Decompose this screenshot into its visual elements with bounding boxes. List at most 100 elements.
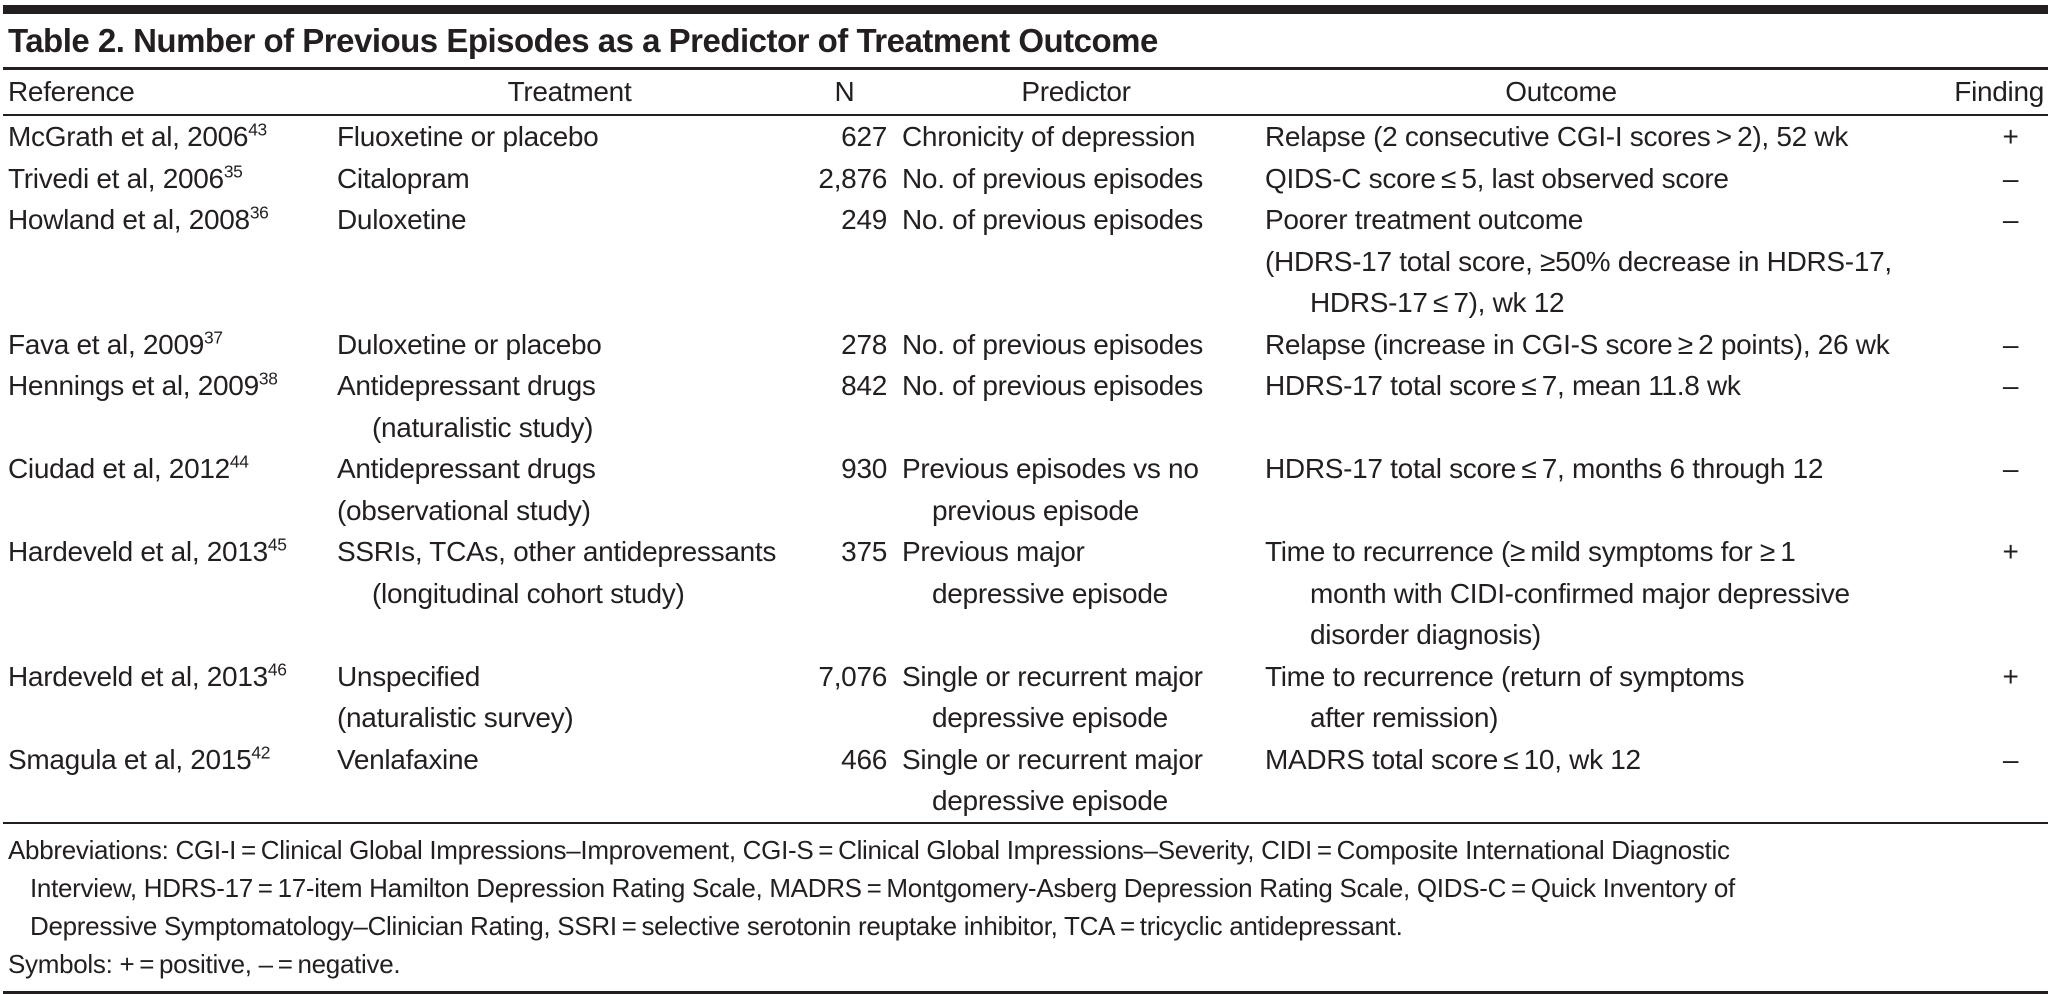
table-row: Hennings et al, 200938 Antidepressant dru… xyxy=(3,365,2048,448)
cell-line: disorder diagnosis) xyxy=(1310,619,1541,650)
citation-superscript: 44 xyxy=(229,451,249,472)
outcome-cell: HDRS-17 total score ≤ 7, mean 11.8 wk xyxy=(1265,365,1947,448)
cell-line: Duloxetine or placebo xyxy=(337,328,602,360)
cell-line: No. of previous episodes xyxy=(902,328,1203,360)
citation-superscript: 36 xyxy=(249,202,269,223)
reference-text: Trivedi et al, 2006 xyxy=(8,162,224,194)
outcome-cell: MADRS total score ≤ 10, wk 12 xyxy=(1265,739,1947,823)
reference-cell: Ciudad et al, 201244 xyxy=(3,448,337,531)
reference-text: Howland et al, 2008 xyxy=(8,204,250,235)
table-row: Fava et al, 200937 Duloxetine or placebo 2… xyxy=(3,324,2048,366)
reference-cell: Fava et al, 200937 xyxy=(3,324,337,366)
reference-cell: McGrath et al, 200643 xyxy=(3,115,337,158)
outcome-cell: Time to recurrence (return of symptoms af… xyxy=(1265,656,1947,739)
cell-line: depressive episode xyxy=(932,577,1168,609)
cell-line: previous episode xyxy=(932,494,1139,526)
treatment-cell: Duloxetine or placebo xyxy=(337,324,802,366)
reference-cell: Smagula et al, 201542 xyxy=(3,739,337,823)
cell-line: HDRS-17 ≤ 7), wk 12 xyxy=(1310,287,1565,318)
treatment-cell: Antidepressant drugs (naturalistic study) xyxy=(337,365,802,448)
cell-line: Fluoxetine or placebo xyxy=(337,121,599,152)
citation-superscript: 38 xyxy=(258,368,278,389)
treatment-cell: SSRIs, TCAs, other antidepressants (longi… xyxy=(337,531,802,656)
cell-line: Single or recurrent major xyxy=(902,743,1203,775)
treatment-cell: Antidepressant drugs (observational study… xyxy=(337,448,802,531)
cell-line: Relapse (2 consecutive CGI-I scores > 2)… xyxy=(1265,121,1849,152)
treatment-cell: Unspecified (naturalistic survey) xyxy=(337,656,802,739)
footnote-line: Symbols: + = positive, – = negative. xyxy=(8,948,401,979)
reference-cell: Hennings et al, 200938 xyxy=(3,365,337,448)
n-cell: 249 xyxy=(841,204,887,235)
cell-line: QIDS-C score ≤ 5, last observed score xyxy=(1265,162,1729,194)
cell-line: depressive episode xyxy=(932,785,1168,816)
cell-line: Antidepressant drugs xyxy=(337,370,596,401)
finding-cell: – xyxy=(2002,328,2019,360)
reference-text: Fava et al, 2009 xyxy=(8,328,204,360)
reference-text: Ciudad et al, 2012 xyxy=(8,453,230,484)
finding-cell: – xyxy=(2002,453,2019,484)
outcome-cell: HDRS-17 total score ≤ 7, months 6 throug… xyxy=(1265,448,1947,531)
cell-line: Single or recurrent major xyxy=(902,660,1203,692)
column-header-predictor: Predictor xyxy=(887,70,1265,116)
finding-cell: – xyxy=(2002,204,2019,235)
cell-line: Poorer treatment outcome xyxy=(1265,204,1584,235)
table-row: Howland et al, 200836 Duloxetine 249 No. of… xyxy=(3,199,2048,324)
finding-cell: + xyxy=(2002,660,2019,692)
finding-cell: + xyxy=(2002,536,2019,567)
cell-line: Time to recurrence (return of symptoms xyxy=(1265,660,1745,692)
finding-cell: + xyxy=(2002,121,2019,152)
column-header-finding: Finding xyxy=(1947,70,2048,116)
citation-superscript: 46 xyxy=(267,659,287,680)
cell-line: month with CIDI-confirmed major depressi… xyxy=(1310,577,1850,609)
bottom-rule xyxy=(3,990,2048,994)
predictor-cell: No. of previous episodes xyxy=(887,199,1265,324)
cell-line: Previous episodes vs no xyxy=(902,453,1199,484)
outcome-cell: Poorer treatment outcome (HDRS-17 total s… xyxy=(1265,199,1947,324)
cell-line: (naturalistic survey) xyxy=(337,702,574,733)
cell-line: Previous major xyxy=(902,536,1085,567)
cell-line: (observational study) xyxy=(337,494,591,526)
finding-cell: – xyxy=(2002,162,2019,194)
cell-line: No. of previous episodes xyxy=(902,162,1203,194)
predictor-cell: No. of previous episodes xyxy=(887,158,1265,200)
treatment-cell: Fluoxetine or placebo xyxy=(337,115,802,158)
cell-line: Antidepressant drugs xyxy=(337,453,596,484)
cell-line: after remission) xyxy=(1310,702,1499,733)
predictor-cell: Chronicity of depression xyxy=(887,115,1265,158)
paper-table-page: Table 2. Number of Previous Episodes as … xyxy=(0,5,2051,994)
n-cell: 466 xyxy=(841,743,887,775)
table-row: Hardeveld et al, 201345 SSRIs, TCAs, othe… xyxy=(3,531,2048,656)
outcome-cell: Relapse (increase in CGI-S score ≥ 2 poi… xyxy=(1265,324,1947,366)
predictor-cell: Previous episodes vs no previous episode xyxy=(887,448,1265,531)
outcome-cell: QIDS-C score ≤ 5, last observed score xyxy=(1265,158,1947,200)
table-title: Table 2. Number of Previous Episodes as … xyxy=(8,22,1158,59)
finding-cell: – xyxy=(2002,370,2019,401)
table-row: Trivedi et al, 200635 Citalopram 2,876 No. … xyxy=(3,158,2048,200)
n-cell: 930 xyxy=(841,453,887,484)
citation-superscript: 37 xyxy=(204,327,223,348)
reference-text: Hennings et al, 2009 xyxy=(8,370,259,401)
title-rule xyxy=(3,67,2048,70)
n-cell: 2,876 xyxy=(818,162,887,194)
table-body: McGrath et al, 200643 Fluoxetine or place… xyxy=(3,115,2048,823)
treatment-cell: Citalopram xyxy=(337,158,802,200)
cell-line: (longitudinal cohort study) xyxy=(372,577,685,609)
cell-line: Time to recurrence (≥ mild symptoms for … xyxy=(1265,536,1796,567)
cell-line: Venlafaxine xyxy=(337,743,479,775)
top-rule xyxy=(3,5,2048,14)
header-row: Reference Treatment N Predictor Outcome … xyxy=(3,70,2048,116)
predictor-cell: Single or recurrent major depressive epis… xyxy=(887,739,1265,823)
cell-line: MADRS total score ≤ 10, wk 12 xyxy=(1265,743,1641,775)
cell-line: Relapse (increase in CGI-S score ≥ 2 poi… xyxy=(1265,328,1890,360)
reference-cell: Hardeveld et al, 201346 xyxy=(3,656,337,739)
cell-line: No. of previous episodes xyxy=(902,370,1203,401)
reference-text: Hardeveld et al, 2013 xyxy=(8,536,268,567)
table-header: Reference Treatment N Predictor Outcome … xyxy=(3,70,2048,116)
cell-line: Chronicity of depression xyxy=(902,121,1196,152)
footnote-line: Abbreviations: CGI-I = Clinical Global I… xyxy=(8,834,1730,865)
cell-line: (naturalistic study) xyxy=(372,411,594,443)
citation-superscript: 43 xyxy=(248,119,267,140)
predictor-cell: Single or recurrent major depressive epis… xyxy=(887,656,1265,739)
reference-text: Smagula et al, 2015 xyxy=(8,743,252,775)
reference-cell: Trivedi et al, 200635 xyxy=(3,158,337,200)
